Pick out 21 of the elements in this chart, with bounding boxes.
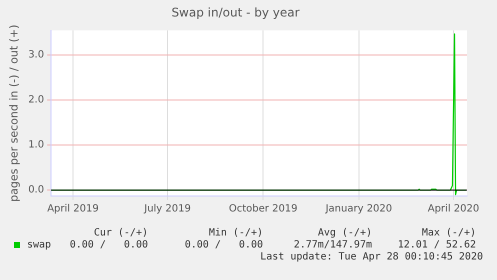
legend-label: swap	[27, 240, 52, 251]
x-tick-label: July 2019	[143, 204, 191, 215]
y-tick-label: 0.0	[28, 184, 44, 196]
y-tick-label: 3.0	[28, 50, 44, 61]
x-tick-label: April 2020	[428, 204, 480, 215]
text: Last update: Tue Apr 28 00:10:45 2020	[260, 252, 483, 263]
text: Cur (-/+)	[94, 228, 148, 239]
text: 2.77m/147.97m	[294, 240, 372, 251]
chart-title: Swap in/out - by year	[171, 5, 300, 20]
text: Max (-/+)	[422, 228, 476, 239]
text: 0.00 / 0.00	[70, 240, 148, 251]
text: Min (-/+)	[208, 228, 263, 239]
y-tick-label: 2.0	[28, 94, 44, 106]
x-tick-label: January 2020	[324, 204, 392, 215]
text: 0.00 / 0.00	[184, 240, 263, 251]
x-tick-label: April 2019	[47, 204, 99, 215]
text: Avg (-/+)	[318, 228, 372, 239]
text: 12.01 / 52.62	[398, 240, 476, 251]
y-axis-title: pages per second in (-) / out (+)	[7, 24, 20, 202]
y-tick-label: 1.0	[28, 140, 44, 151]
x-tick-label: October 2019	[228, 204, 298, 215]
